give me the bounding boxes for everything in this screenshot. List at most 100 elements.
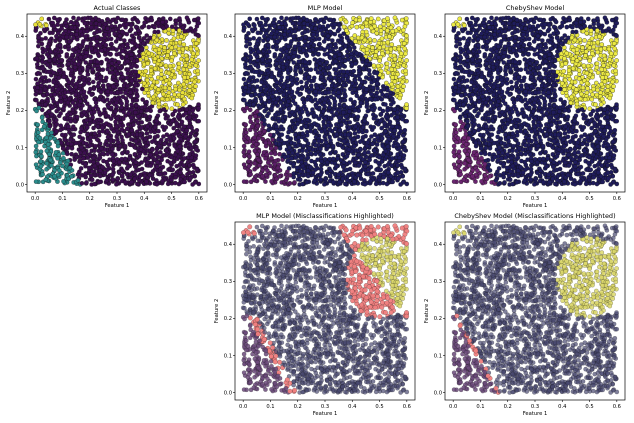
data-point (274, 61, 279, 67)
data-point (94, 59, 100, 65)
data-point (343, 43, 348, 49)
data-point (105, 17, 110, 22)
data-point (164, 148, 169, 153)
data-point (244, 139, 249, 145)
data-point (128, 94, 133, 99)
data-point (117, 45, 123, 50)
data-point (280, 103, 286, 109)
data-point (326, 71, 332, 76)
data-point (147, 134, 153, 140)
data-point (85, 132, 90, 137)
data-point (381, 86, 386, 92)
data-point (369, 16, 374, 21)
data-point (325, 23, 331, 29)
data-point (97, 168, 103, 173)
data-point (97, 110, 102, 115)
data-point (109, 41, 114, 47)
data-point (108, 51, 113, 57)
data-point (61, 74, 67, 80)
data-point (86, 81, 92, 86)
data-point (156, 47, 162, 52)
data-point (112, 58, 118, 63)
data-point (304, 179, 310, 185)
data-point (35, 122, 40, 127)
data-point (266, 111, 271, 116)
data-point (341, 82, 346, 88)
data-point (287, 181, 293, 186)
data-point (306, 89, 312, 95)
data-point (61, 179, 66, 184)
data-point (105, 97, 110, 102)
data-point (39, 16, 44, 22)
data-point (264, 31, 269, 36)
data-point (317, 70, 323, 75)
data-point (385, 70, 391, 75)
data-point (172, 92, 177, 97)
data-point (401, 27, 406, 33)
data-point (298, 115, 303, 120)
data-point (67, 96, 72, 102)
data-point (167, 134, 172, 140)
data-point (180, 173, 186, 179)
data-point (134, 88, 139, 93)
data-point (48, 157, 53, 163)
data-point (40, 66, 46, 71)
data-point (98, 89, 104, 95)
data-point (299, 125, 304, 131)
data-point (158, 68, 164, 73)
x-tick-label: 0.6 (195, 196, 203, 202)
data-point (172, 108, 178, 114)
subplot-2: 0.0 0.1 0.2 0.3 0.4 0.5 0.60.00.10.20.30.4MLP … (214, 4, 416, 209)
data-point (338, 17, 343, 22)
data-point (348, 97, 353, 102)
data-point (109, 70, 115, 75)
data-point (323, 71, 328, 77)
data-point (155, 29, 161, 35)
data-point (402, 46, 407, 51)
data-point (35, 62, 40, 67)
data-point (166, 80, 172, 86)
data-point (291, 162, 296, 167)
data-point (320, 31, 325, 37)
data-point (334, 164, 339, 169)
data-point (177, 16, 182, 21)
data-point (48, 49, 53, 55)
data-point (149, 17, 154, 23)
data-point (129, 78, 135, 84)
data-point (292, 44, 298, 49)
data-point (266, 123, 271, 128)
data-point (252, 161, 258, 166)
data-point (301, 143, 306, 149)
data-point (39, 127, 45, 133)
data-point (140, 86, 145, 92)
data-point (131, 46, 136, 51)
data-point (315, 157, 320, 162)
data-point (71, 132, 77, 137)
data-point (90, 169, 95, 174)
data-point (159, 96, 165, 102)
data-point (163, 116, 169, 121)
data-point (316, 51, 321, 57)
data-point (359, 44, 365, 49)
data-point (386, 22, 391, 27)
data-point (337, 137, 342, 142)
data-point (196, 118, 201, 124)
data-point (104, 75, 109, 81)
data-point (159, 157, 164, 163)
data-point (129, 115, 134, 120)
data-point (137, 141, 143, 147)
data-point (170, 28, 176, 33)
data-point (106, 122, 112, 128)
data-point (88, 173, 94, 178)
data-point (125, 149, 130, 155)
data-point (300, 109, 305, 115)
data-point (293, 66, 298, 72)
data-point (72, 118, 78, 124)
data-point (69, 25, 74, 30)
data-point (272, 24, 277, 29)
data-point (270, 137, 275, 142)
data-point (70, 47, 76, 52)
data-point (322, 182, 327, 187)
data-point (74, 154, 80, 160)
data-point (40, 75, 45, 80)
